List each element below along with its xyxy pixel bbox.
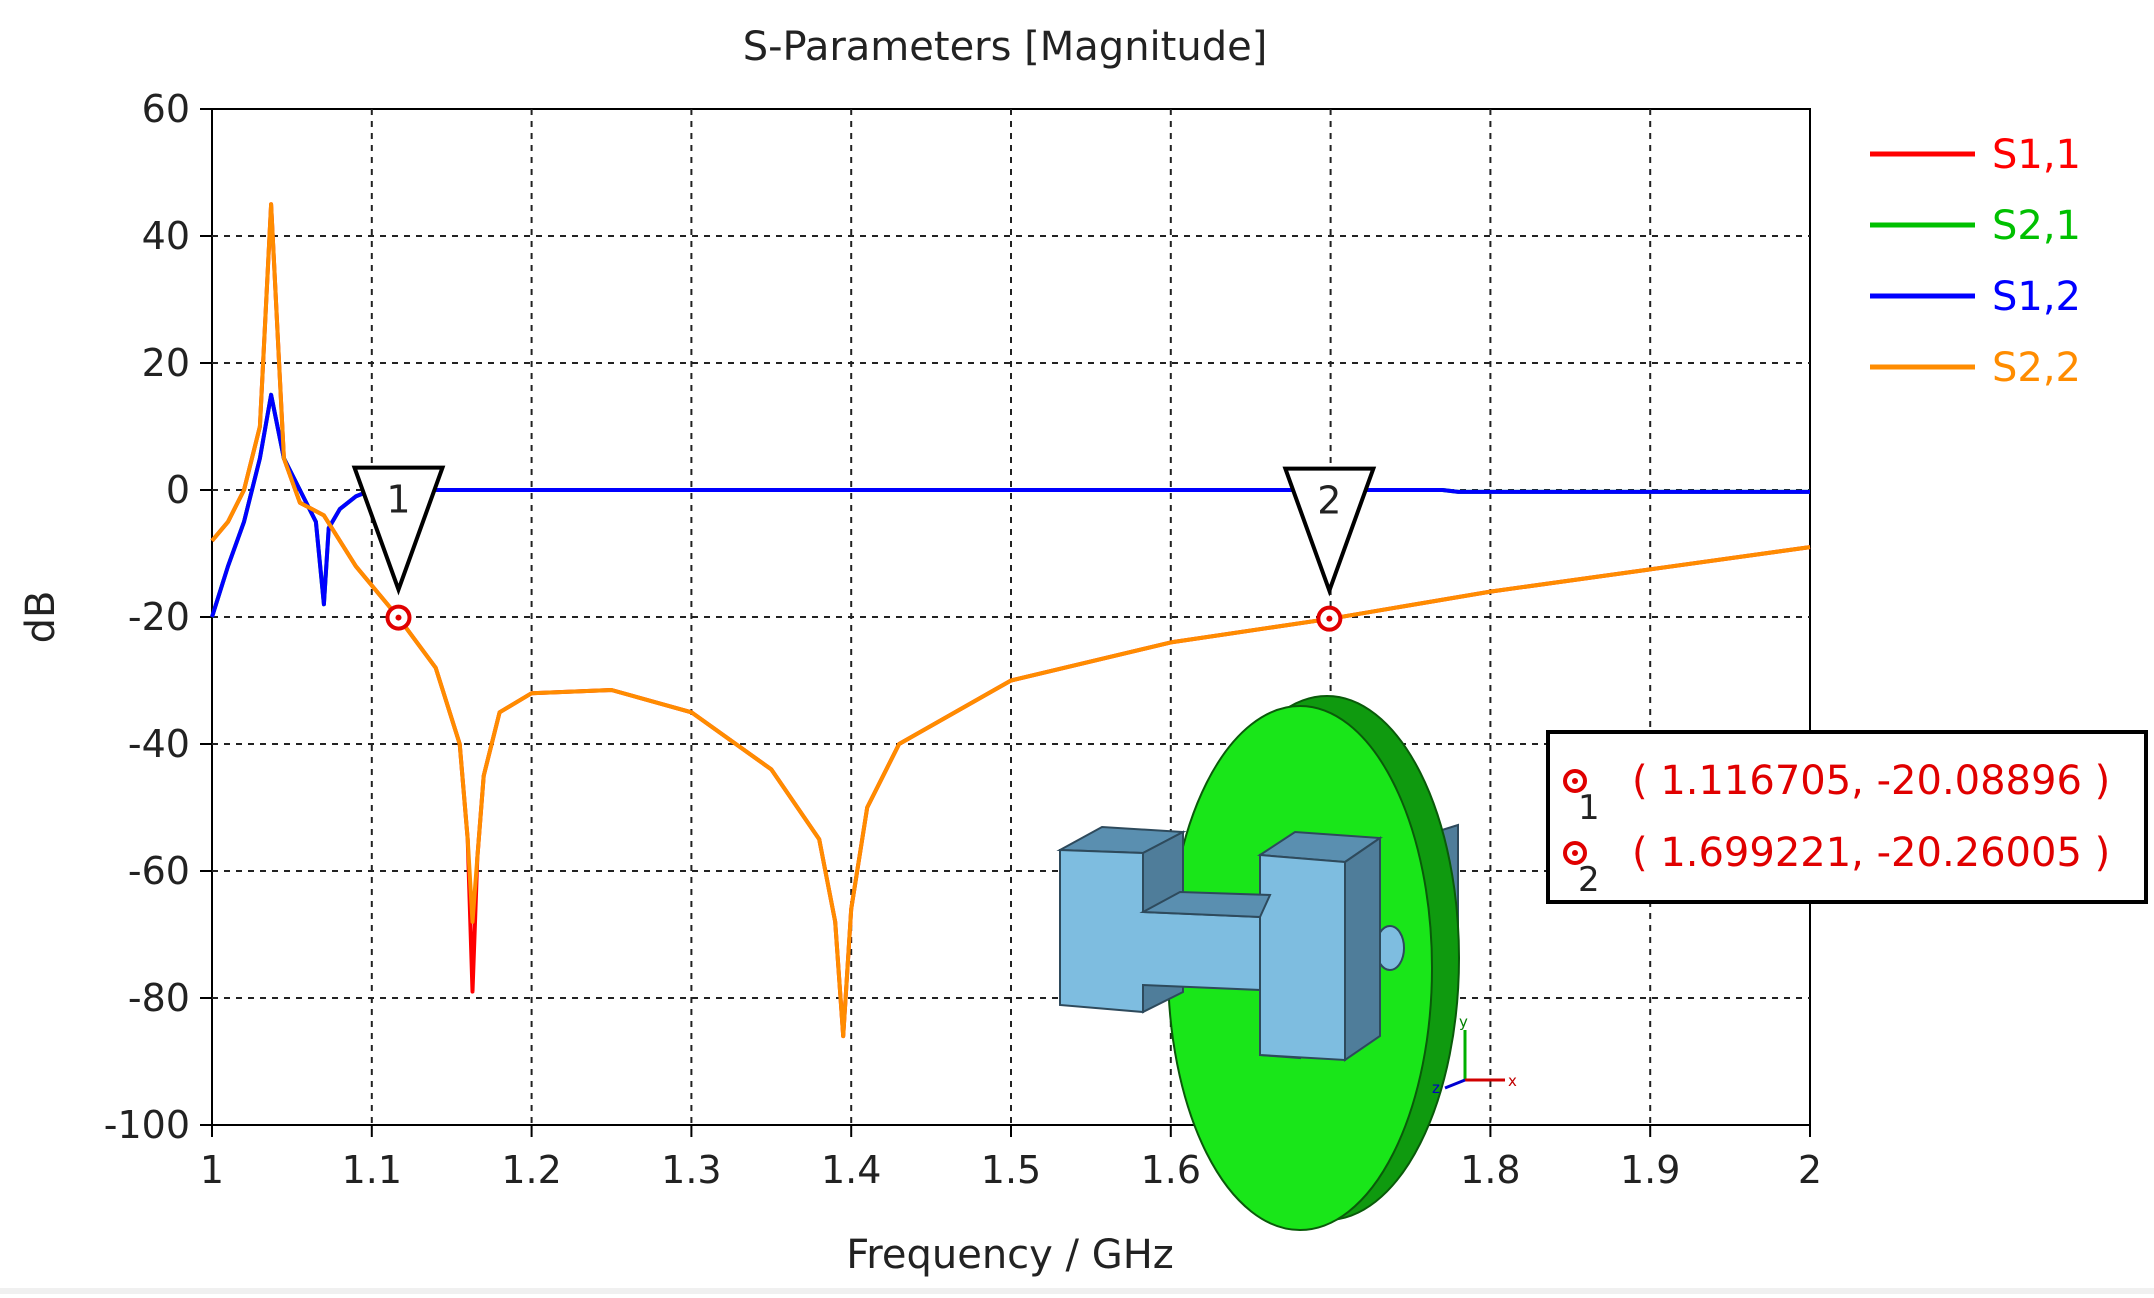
x-tick-label: 1 <box>200 1148 224 1192</box>
y-tick-label: 40 <box>142 214 190 258</box>
axis-label-z: z <box>1432 1079 1440 1097</box>
y-tick-label: -60 <box>128 849 190 893</box>
y-tick-label: -80 <box>128 976 190 1020</box>
series-line-s22 <box>210 202 1811 1039</box>
marker-flag-2 <box>1282 466 1377 597</box>
x-tick-label: 1.8 <box>1460 1148 1520 1192</box>
legend: S1,1 S2,1 S1,2 S2,2 <box>1870 132 2081 391</box>
readout-frame <box>1546 730 2148 904</box>
x-tick-label: 1.9 <box>1620 1148 1680 1192</box>
readout-marker-icon-dot <box>1572 778 1578 784</box>
readout-value: ( 1.116705, -20.08896 ) <box>1632 758 2110 804</box>
x-axis-label: Frequency / GHz <box>846 1232 1174 1278</box>
y-tick-label: -40 <box>128 722 190 766</box>
legend-label-s22: S2,2 <box>1992 345 2081 391</box>
x-tick-label: 2 <box>1798 1148 1822 1192</box>
x-tick-label: 1.6 <box>1141 1148 1201 1192</box>
readout-marker-label: 2 <box>1578 860 1600 900</box>
model-inset: y x z <box>1056 695 1517 1231</box>
x-tick-label: 1.3 <box>661 1148 721 1192</box>
x-tick-label: 1.1 <box>342 1148 402 1192</box>
marker-point-dot-2 <box>1326 615 1333 622</box>
x-tick-label: 1.5 <box>981 1148 1041 1192</box>
y-tick-label: -100 <box>104 1103 190 1147</box>
axis-label-y: y <box>1459 1013 1468 1031</box>
chart-title: S-Parameters [Magnitude] <box>743 24 1268 70</box>
y-axis-label: dB <box>18 591 64 644</box>
y-tick-label: 20 <box>142 341 190 385</box>
right-block-front <box>1259 853 1346 1062</box>
series-lines <box>210 202 1811 1039</box>
crossbar-top <box>1139 890 1272 919</box>
marker-flag-label-2: 2 <box>1317 479 1341 523</box>
axis-label-x: x <box>1508 1072 1517 1090</box>
x-tick-labels: 11.11.21.31.41.51.61.71.81.92 <box>200 1125 1822 1192</box>
y-tick-labels: 60 40 20 0 -20 -40 -60 -80 -100 <box>104 87 212 1147</box>
marker-readout-box: 1 ( 1.116705, -20.08896 ) 2 ( 1.699221, -20… <box>1546 730 2148 904</box>
y-tick-label: 60 <box>142 87 190 131</box>
x-tick-label: 1.4 <box>821 1148 881 1192</box>
x-tick-label: 1.2 <box>501 1148 561 1192</box>
marker-flag-1 <box>351 465 446 596</box>
marker-flag-label-1: 1 <box>386 478 410 522</box>
legend-label-s12: S1,2 <box>1992 274 2081 320</box>
axis-triad: y x z <box>1432 1013 1517 1097</box>
legend-label-s11: S1,1 <box>1992 132 2081 178</box>
series-line-s12 <box>210 392 1810 618</box>
readout-value: ( 1.699221, -20.26005 ) <box>1632 830 2110 876</box>
readout-marker-icon-dot <box>1572 850 1578 856</box>
footer-strip <box>0 1288 2154 1294</box>
readout-marker-label: 1 <box>1578 788 1600 828</box>
right-block-side <box>1344 836 1381 1062</box>
marker-point-dot-1 <box>395 614 402 621</box>
legend-label-s21: S2,1 <box>1992 203 2081 249</box>
y-tick-label: -20 <box>128 595 190 639</box>
y-tick-label: 0 <box>166 468 190 512</box>
